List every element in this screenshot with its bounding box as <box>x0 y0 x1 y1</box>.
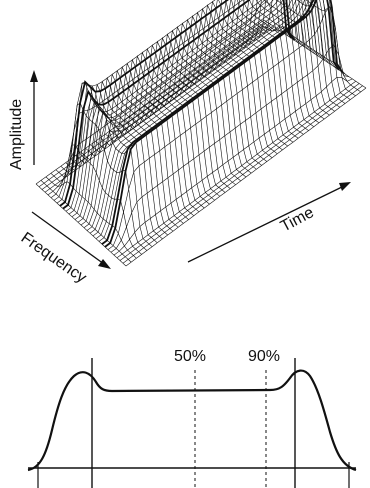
marker-50-label: 50% <box>174 348 206 365</box>
mesh-frequency-line <box>209 0 309 131</box>
frequency-label: Frequency <box>18 229 90 286</box>
mesh-frequency-line <box>239 0 341 108</box>
mesh-frequency-line <box>244 0 346 104</box>
profile-plot: 50% 90% <box>27 348 357 488</box>
amplitude-arrowhead <box>30 70 38 82</box>
mesh-frequency-line <box>159 22 257 170</box>
mesh-frequency-line <box>130 44 226 193</box>
mesh-frequency-line <box>95 69 189 220</box>
mesh-frequency-line <box>204 0 304 135</box>
mesh-frequency-line <box>263 19 367 89</box>
mesh-frequency-line <box>134 40 231 189</box>
mesh-frequency-line <box>50 144 142 255</box>
surface-plot: Amplitude Frequency Time <box>8 0 367 287</box>
mesh-frequency-line <box>214 0 314 127</box>
marker-90-label: 90% <box>248 348 280 365</box>
mesh-frequency-line <box>85 76 179 228</box>
surface-mesh <box>35 0 367 267</box>
mesh-frequency-line <box>174 11 273 158</box>
mesh-frequency-line <box>234 0 335 112</box>
mesh-frequency-line <box>105 62 200 213</box>
time-arrowhead <box>339 182 351 191</box>
mesh-frequency-line <box>80 80 174 232</box>
mesh-frequency-line <box>70 85 163 240</box>
amplitude-axis: Amplitude <box>8 70 38 170</box>
mesh-time-line <box>113 76 353 256</box>
mesh-frequency-line <box>164 18 262 166</box>
mesh-frequency-line <box>224 0 325 120</box>
mesh-time-line <box>86 0 323 231</box>
mesh-frequency-line <box>90 73 184 224</box>
mesh-frequency-line <box>189 0 288 147</box>
mesh-frequency-line <box>253 0 356 96</box>
mesh-frequency-line <box>258 23 361 93</box>
mesh-frequency-line <box>35 183 127 267</box>
envelope-curve <box>27 369 357 472</box>
mesh-frequency-line <box>110 58 205 209</box>
mesh-frequency-line <box>154 26 252 174</box>
amplitude-label: Amplitude <box>8 99 25 170</box>
mesh-frequency-line <box>65 83 158 244</box>
time-axis: Time <box>187 182 351 263</box>
mesh-frequency-line <box>139 37 236 185</box>
frequency-axis: Frequency <box>18 211 111 287</box>
mesh-frequency-line <box>100 66 194 216</box>
mesh-frequency-line <box>194 0 294 143</box>
mesh-frequency-line <box>144 33 241 182</box>
mesh-frequency-line <box>229 0 330 116</box>
mesh-frequency-line <box>40 180 132 263</box>
mesh-frequency-line <box>248 0 351 100</box>
frequency-arrowhead <box>98 259 111 269</box>
mesh-frequency-line <box>169 15 268 162</box>
mesh-frequency-line <box>45 176 137 259</box>
mesh-frequency-line <box>149 29 247 178</box>
mesh-frequency-line <box>55 102 148 251</box>
mesh-frequency-line <box>75 83 168 236</box>
